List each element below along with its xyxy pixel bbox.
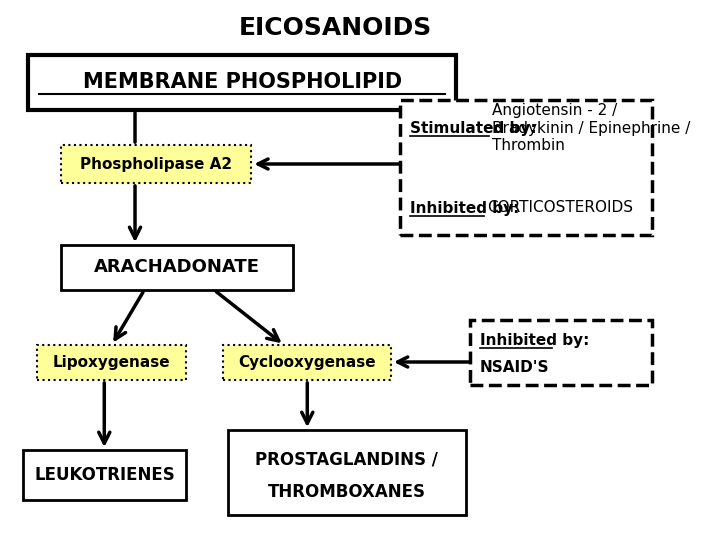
- Text: Inhibited by:: Inhibited by:: [480, 333, 589, 348]
- Text: Stimulated by:: Stimulated by:: [410, 120, 536, 136]
- FancyBboxPatch shape: [60, 245, 293, 290]
- Text: Phospholipase A2: Phospholipase A2: [80, 157, 232, 172]
- FancyBboxPatch shape: [400, 100, 652, 235]
- FancyBboxPatch shape: [37, 345, 186, 380]
- Text: Cyclooxygenase: Cyclooxygenase: [238, 355, 376, 370]
- Text: Lipoxygenase: Lipoxygenase: [53, 355, 171, 370]
- FancyBboxPatch shape: [223, 345, 391, 380]
- Text: ARACHADONATE: ARACHADONATE: [94, 259, 260, 276]
- Text: CORTICOSTEROIDS: CORTICOSTEROIDS: [487, 200, 633, 215]
- Text: Angiotensin - 2 /
Bradykinin / Epinephrine /
Thrombin: Angiotensin - 2 / Bradykinin / Epinephri…: [492, 103, 690, 153]
- Text: MEMBRANE PHOSPHOLIPID: MEMBRANE PHOSPHOLIPID: [83, 72, 402, 92]
- FancyBboxPatch shape: [23, 450, 186, 500]
- FancyBboxPatch shape: [60, 145, 251, 183]
- Text: Inhibited by:: Inhibited by:: [410, 200, 519, 215]
- Text: THROMBOXANES: THROMBOXANES: [268, 483, 426, 501]
- Text: LEUKOTRIENES: LEUKOTRIENES: [35, 466, 175, 484]
- Text: PROSTAGLANDINS /: PROSTAGLANDINS /: [256, 451, 438, 469]
- FancyBboxPatch shape: [228, 430, 466, 515]
- FancyBboxPatch shape: [28, 55, 456, 110]
- FancyBboxPatch shape: [470, 320, 652, 385]
- Text: NSAID'S: NSAID'S: [480, 360, 549, 375]
- Text: EICOSANOIDS: EICOSANOIDS: [238, 16, 432, 40]
